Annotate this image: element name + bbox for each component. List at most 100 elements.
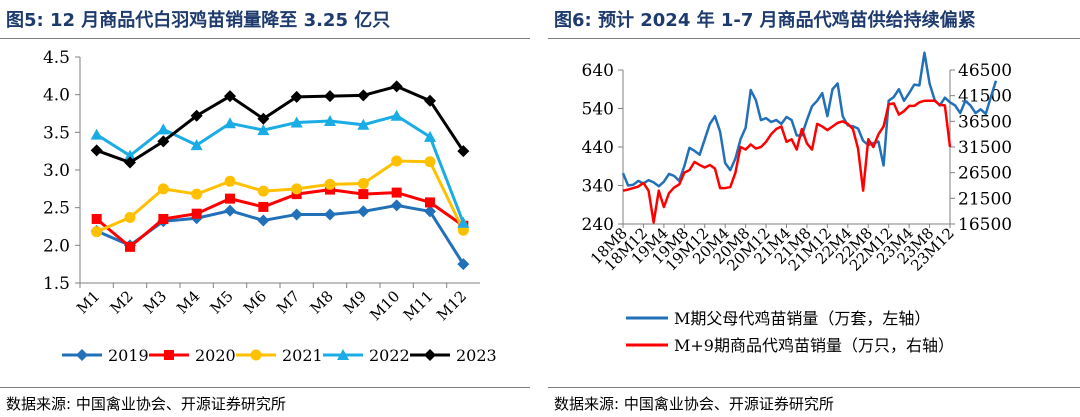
series-line-left xyxy=(621,51,998,188)
data-point-2021 xyxy=(324,178,336,190)
series-line-2021 xyxy=(96,159,465,234)
data-point-2022 xyxy=(324,115,336,127)
legend-marker xyxy=(164,350,174,360)
y-right-tick-label: 16500 xyxy=(958,215,1012,235)
data-point-2020 xyxy=(391,187,402,198)
figure-6-title: 图6: 预计 2024 年 1-7 月商品代鸡苗供给持续偏紧 xyxy=(554,10,976,31)
y-right-tick-label: 41500 xyxy=(958,87,1012,107)
series-line-2019 xyxy=(96,203,465,265)
x-tick-label: M11 xyxy=(400,287,437,324)
y-right-tick-label: 26500 xyxy=(958,164,1012,184)
figure-5-chart: 1.52.02.53.03.54.04.5M1 M2 M3 M4 M5 M6 M7 M8 M9M… xyxy=(43,48,497,365)
x-tick-label: M7 xyxy=(273,287,303,317)
y-tick-label: 3.0 xyxy=(43,161,70,181)
data-point-2022 xyxy=(357,118,370,130)
data-point-2023 xyxy=(124,156,136,169)
x-tick-label: M6 xyxy=(240,287,270,317)
legend-label: M+9期商品代鸡苗销量（万只，右轴） xyxy=(674,336,954,355)
legend-label: 2020 xyxy=(195,346,236,365)
data-point-2022 xyxy=(457,216,470,228)
data-point-2021 xyxy=(91,226,103,238)
data-point-2020 xyxy=(225,193,235,204)
data-point-2022 xyxy=(424,130,436,142)
x-tick-label: M5 xyxy=(206,287,236,317)
data-point-2021 xyxy=(357,178,369,190)
data-point-2022 xyxy=(157,123,170,135)
data-point-2020 xyxy=(91,213,102,224)
data-point-2021 xyxy=(124,211,136,223)
y-left-tick-label: 640 xyxy=(582,61,614,81)
data-point-2022 xyxy=(90,128,103,140)
data-point-2019 xyxy=(257,214,270,227)
y-left-tick-label: 340 xyxy=(582,177,614,197)
data-point-2021 xyxy=(291,183,303,195)
legend-marker xyxy=(337,349,349,360)
data-point-2021 xyxy=(424,156,436,168)
series-line-2023 xyxy=(96,84,465,165)
y-left-tick-label: 440 xyxy=(582,138,614,158)
data-point-2021 xyxy=(391,155,403,167)
data-point-2022 xyxy=(224,117,236,129)
y-tick-label: 4.0 xyxy=(43,86,70,106)
y-tick-label: 3.5 xyxy=(43,123,70,143)
data-point-2020 xyxy=(425,197,435,208)
y-tick-label: 1.5 xyxy=(43,274,70,294)
legend-label: M期父母代鸡苗销量（万套，左轴） xyxy=(674,309,930,328)
data-point-2023 xyxy=(224,90,236,103)
data-point-2022 xyxy=(124,149,136,161)
data-point-2020 xyxy=(258,201,269,212)
data-point-2022 xyxy=(390,109,403,121)
figure-6-source: 数据来源: 中国禽业协会、开源证券研究所 xyxy=(554,395,834,413)
data-point-2019 xyxy=(357,205,370,218)
data-point-2023 xyxy=(457,145,470,158)
y-tick-label: 4.5 xyxy=(43,48,70,68)
data-point-2019 xyxy=(324,208,336,221)
data-point-2021 xyxy=(224,175,236,187)
data-point-2023 xyxy=(390,80,403,93)
data-point-2019 xyxy=(457,258,470,271)
figure-6-chart: 240 340 440 540 640 16500 21500 26500 31500 36500… xyxy=(582,51,1012,355)
y-tick-label: 2.0 xyxy=(43,236,70,256)
legend-label: 2019 xyxy=(108,346,149,365)
data-point-2023 xyxy=(424,94,436,107)
source-rule xyxy=(0,387,530,388)
y-right-tick-label: 21500 xyxy=(958,189,1012,209)
x-tick-label: M2 xyxy=(106,287,136,317)
legend-marker xyxy=(76,349,88,361)
y-right-tick-label: 31500 xyxy=(958,138,1012,158)
series-line-2020 xyxy=(95,188,465,249)
y-tick-label: 2.5 xyxy=(43,199,70,219)
x-tick-label: M1 xyxy=(73,287,103,317)
y-right-tick-label: 46500 xyxy=(958,61,1012,81)
series-line-right xyxy=(622,99,952,224)
figure-6-panel: 图6: 预计 2024 年 1-7 月商品代鸡苗供给持续偏紧 240 340 440… xyxy=(548,0,1080,417)
x-tick-label: M3 xyxy=(140,287,170,317)
data-point-2023 xyxy=(257,112,270,125)
data-point-2023 xyxy=(190,109,203,122)
data-point-2019 xyxy=(390,199,403,212)
x-tick-label: M12 xyxy=(433,287,470,324)
data-point-2023 xyxy=(290,90,303,103)
figure-5-panel: 图5: 12 月商品代白羽鸡苗销量降至 3.25 亿只 1.5 2.0 2.5 3.0… xyxy=(0,0,530,417)
x-tick-label: M4 xyxy=(173,287,203,317)
data-point-2021 xyxy=(157,183,169,195)
data-point-2021 xyxy=(191,188,203,200)
data-point-2019 xyxy=(424,205,436,218)
legend-label: 2023 xyxy=(456,346,497,365)
figure-5-title: 图5: 12 月商品代白羽鸡苗销量降至 3.25 亿只 xyxy=(6,10,391,31)
data-point-2020 xyxy=(158,213,169,224)
data-point-2023 xyxy=(357,89,370,102)
figure-5-source: 数据来源: 中国禽业协会、开源证券研究所 xyxy=(6,395,286,413)
legend-marker xyxy=(424,349,436,361)
y-left-tick-label: 240 xyxy=(582,215,614,235)
title-rule xyxy=(548,38,1080,39)
data-point-2020 xyxy=(125,241,135,252)
data-point-2020 xyxy=(358,189,369,200)
data-point-2022 xyxy=(257,124,270,136)
y-right-tick-label: 36500 xyxy=(958,112,1012,132)
legend-label: 2021 xyxy=(282,346,323,365)
source-rule xyxy=(548,387,1080,388)
title-rule xyxy=(0,38,530,39)
legend-label: 2022 xyxy=(369,346,410,365)
x-tick-label: M9 xyxy=(340,287,370,317)
